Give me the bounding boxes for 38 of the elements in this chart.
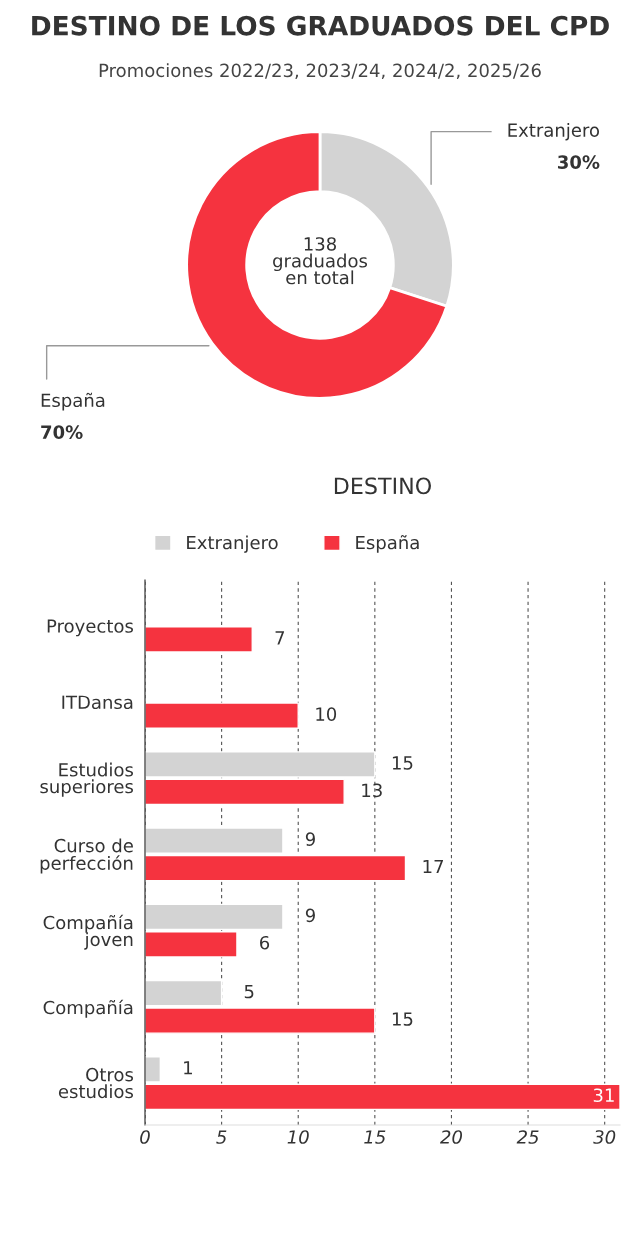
y-tick-label: Proyectos — [47, 619, 134, 637]
y-tick-label: Compañía joven — [43, 914, 133, 950]
data-label: 7 — [275, 631, 285, 645]
data-label: 13 — [362, 783, 382, 798]
y-tick-label: Otros estudios — [58, 1067, 134, 1099]
x-tick-label: 30 — [593, 1130, 616, 1144]
chart-title: DESTINO DE LOS GRADUADOS DEL CPD — [32, 15, 609, 36]
data-label: 10 — [316, 707, 337, 721]
data-label: 17 — [423, 859, 444, 874]
data-label: 15 — [392, 756, 413, 770]
y-tick-label: Curso de perfección — [40, 838, 133, 874]
x-tick-label: 20 — [440, 1130, 463, 1144]
data-label: 30% — [557, 155, 600, 169]
data-label: 9 — [305, 908, 315, 923]
data-label: 15 — [392, 1012, 413, 1026]
chart-subtitle: Promociones 2022/23, 2023/24, 2024/2, 2025/26 — [99, 63, 541, 80]
data-label: 1 — [184, 1061, 192, 1075]
x-tick-label: 0 — [140, 1130, 150, 1144]
data-label: 6 — [260, 935, 270, 950]
x-tick-label: 10 — [287, 1130, 309, 1144]
bar — [145, 702, 299, 729]
data-label: 70% — [41, 425, 83, 439]
chart-title: DESTINO — [334, 477, 431, 495]
data-label: 5 — [244, 984, 254, 999]
text: 138 graduados en total — [273, 237, 368, 285]
y-tick-label: Estudios superiores — [40, 762, 134, 797]
x-tick-label: 5 — [216, 1130, 227, 1144]
legend-label: Extranjero — [187, 535, 278, 553]
data-label: 31 — [593, 1088, 614, 1103]
slice-label: Extranjero — [508, 122, 600, 141]
bar — [145, 626, 253, 653]
x-tick-label: 15 — [364, 1130, 386, 1144]
y-tick-label: Compañía — [43, 999, 133, 1018]
y-tick-label: ITDansa — [62, 695, 133, 710]
x-tick-label: 25 — [516, 1130, 539, 1144]
legend-label: España — [356, 535, 419, 553]
data-label: 9 — [305, 832, 315, 846]
slice-label: España — [41, 392, 105, 411]
